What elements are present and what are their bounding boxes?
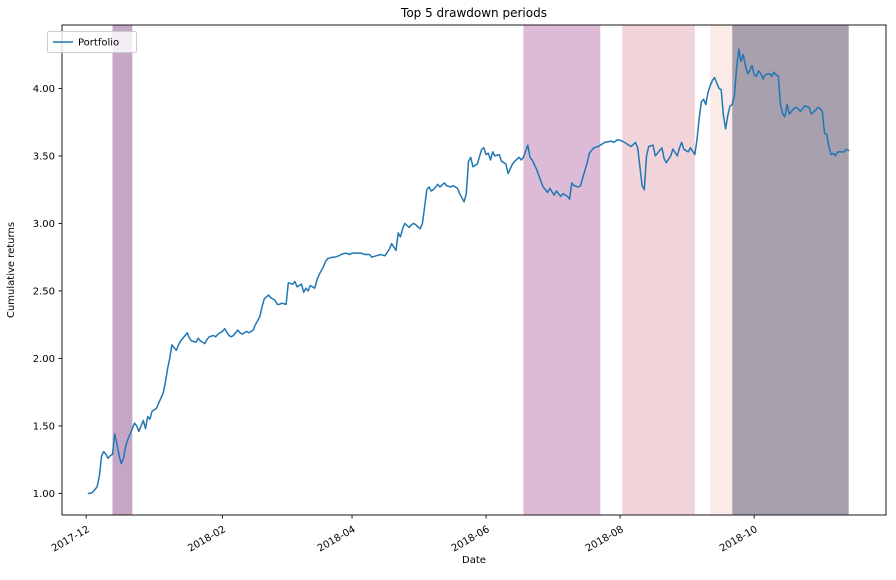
y-axis-label: Cumulative returns (6, 222, 17, 318)
x-tick-label: 2018-08 (584, 524, 626, 554)
x-axis-ticks: 2017-12 2018-02 2018-04 2018-06 2018-08 2018-… (50, 515, 760, 554)
drawdown-band-5 (732, 25, 849, 515)
drawdown-band-2 (523, 25, 601, 515)
x-tick-label: 2018-10 (718, 524, 760, 554)
drawdown-band-4 (710, 25, 733, 515)
legend: Portfolio (47, 31, 137, 53)
x-tick-label: 2017-12 (50, 524, 92, 554)
legend-label: Portfolio (78, 38, 119, 49)
x-tick-label: 2018-06 (450, 524, 492, 554)
y-tick-label: 2.50 (33, 286, 55, 297)
series-line-portfolio (87, 48, 850, 495)
drawdown-band-3 (622, 25, 695, 515)
x-tick-label: 2018-04 (316, 524, 358, 554)
y-tick-label: 1.50 (33, 421, 55, 432)
y-axis-ticks: 1.00 1.50 2.00 2.50 3.00 3.50 4.00 (33, 84, 62, 500)
x-axis-label: Date (462, 555, 486, 566)
drawdown-band-1 (112, 25, 133, 515)
y-tick-label: 1.00 (33, 489, 55, 500)
drawdown-bands (112, 25, 849, 515)
y-tick-label: 3.00 (33, 219, 55, 230)
legend-box (47, 31, 137, 53)
y-tick-label: 3.50 (33, 151, 55, 162)
x-tick-label: 2018-02 (186, 524, 228, 554)
plot-border (61, 24, 887, 516)
y-tick-label: 2.00 (33, 354, 55, 365)
y-tick-label: 4.00 (33, 84, 55, 95)
portfolio-line (87, 48, 850, 495)
chart-title: Top 5 drawdown periods (400, 6, 547, 20)
